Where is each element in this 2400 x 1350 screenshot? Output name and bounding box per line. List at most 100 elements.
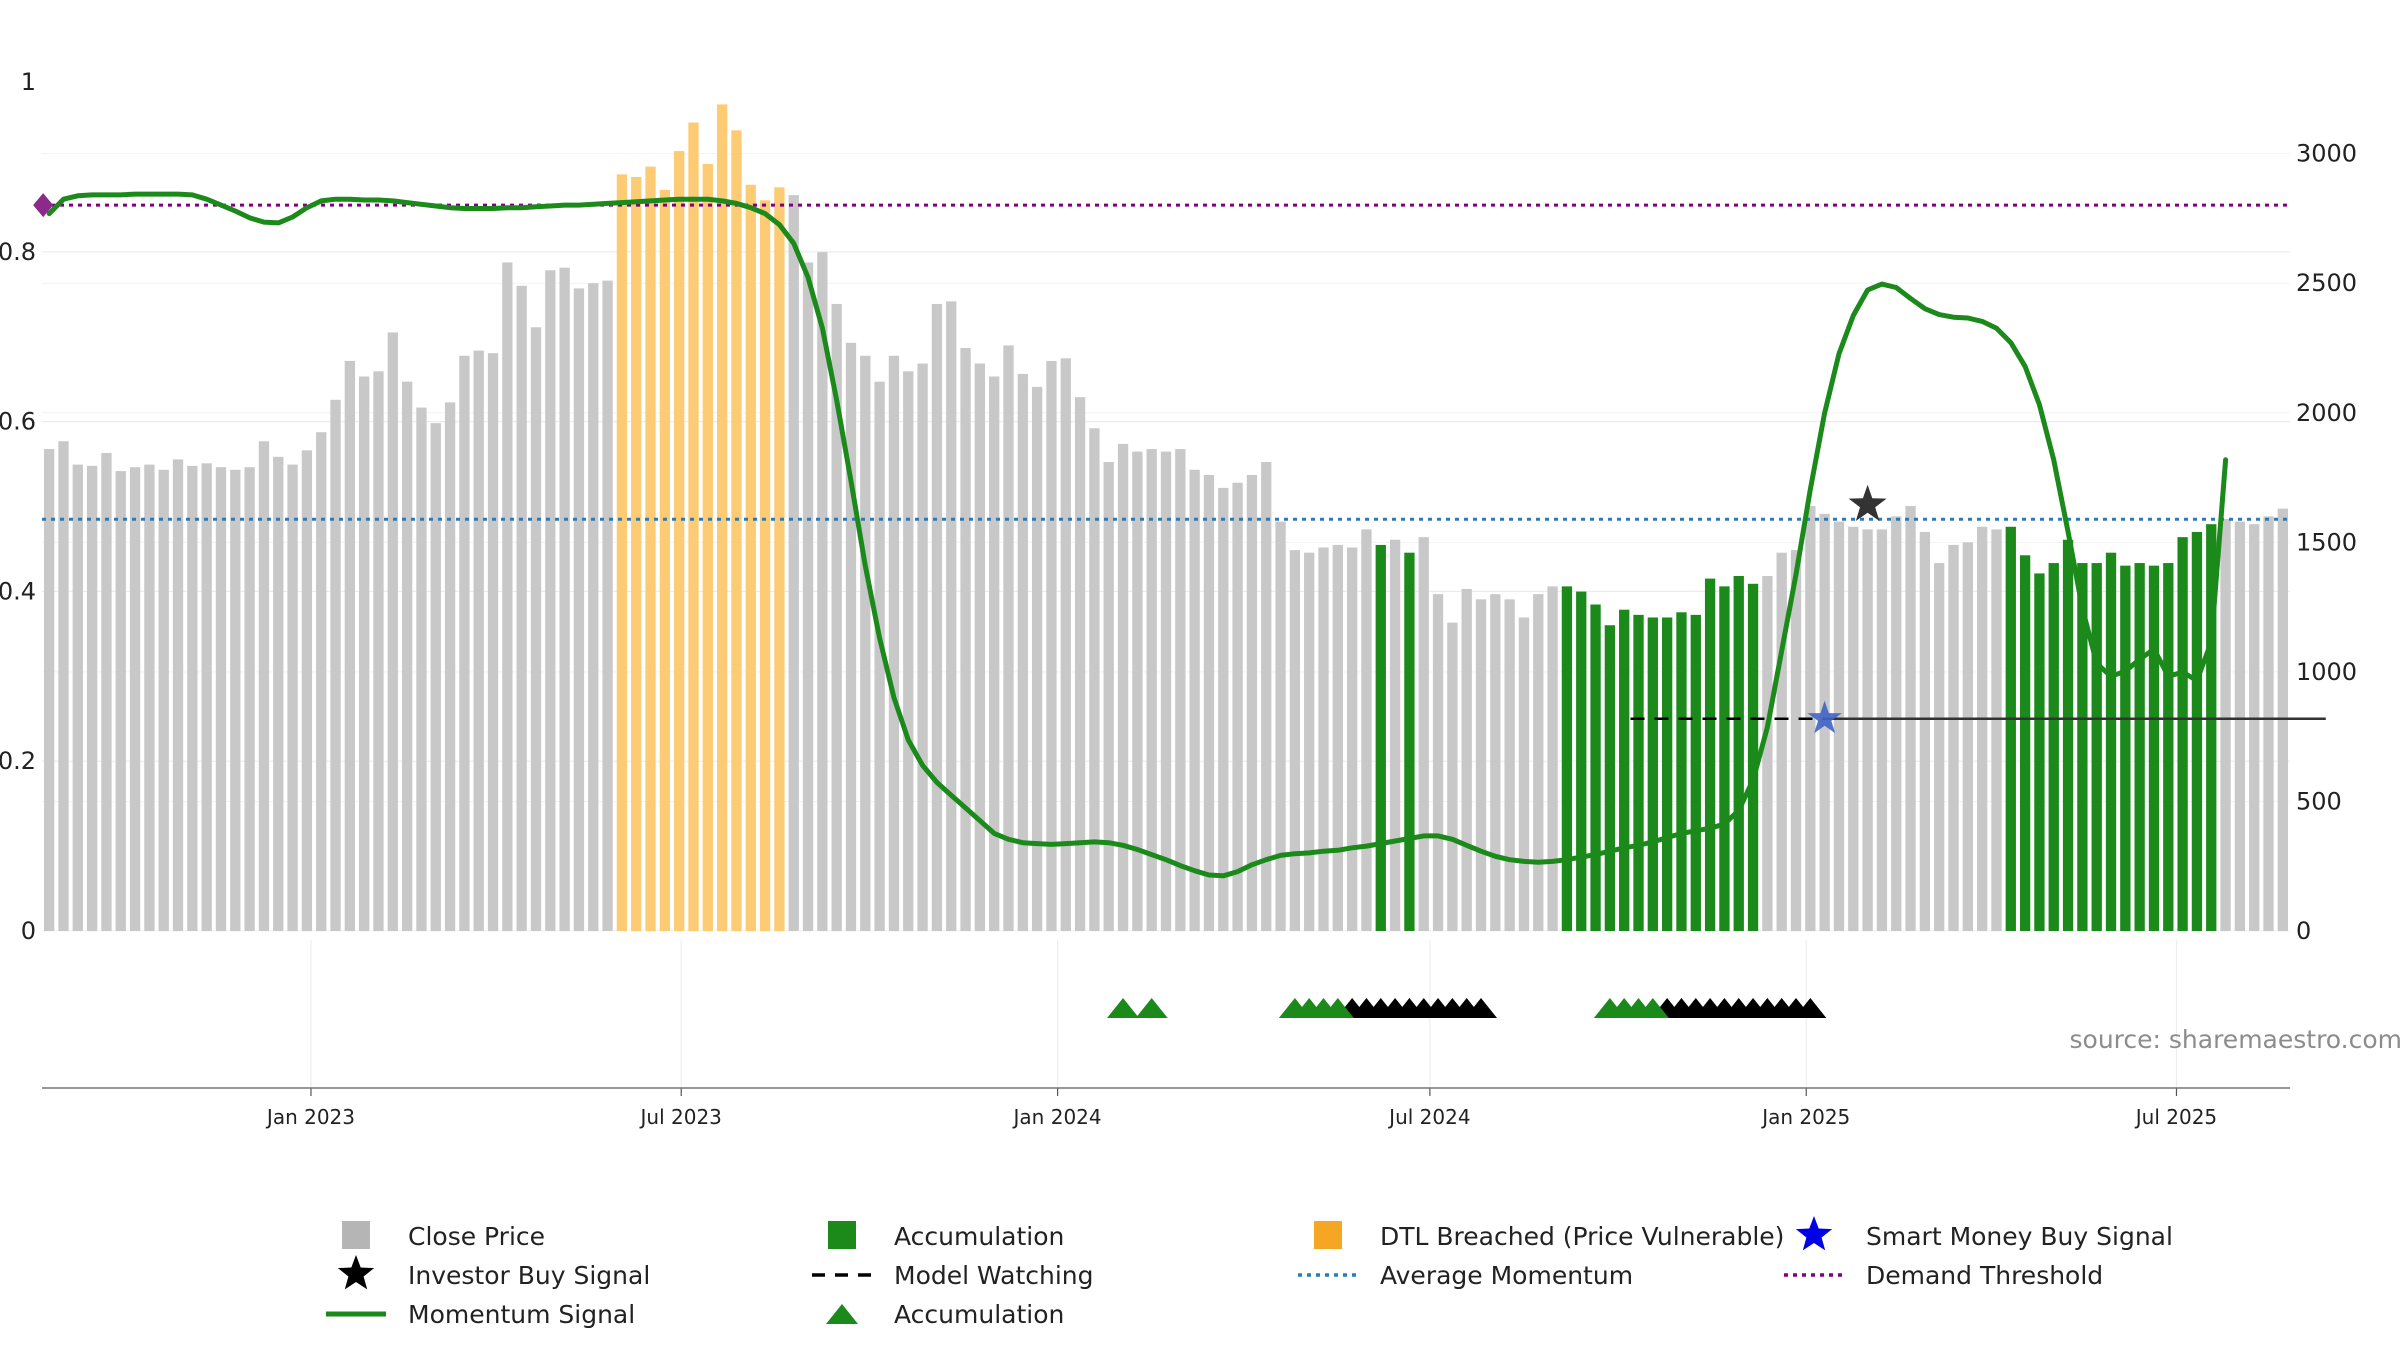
- legend-label: Smart Money Buy Signal: [1866, 1222, 2173, 1251]
- close-price-bar: [917, 363, 928, 931]
- signal-markers: [33, 193, 1887, 1018]
- close-price-bar: [2249, 524, 2260, 931]
- close-price-bar: [144, 464, 155, 931]
- close-price-bar: [2263, 516, 2274, 931]
- dtl-breached-bar: [774, 187, 785, 932]
- accumulation-bar: [1747, 583, 1759, 931]
- close-price-bar: [1289, 550, 1301, 931]
- smart-money-buy-star: [1807, 700, 1842, 734]
- legend-label: Demand Threshold: [1866, 1261, 2103, 1290]
- close-price-bar: [1361, 529, 1372, 931]
- legend: Close Price Accumulation DTL Breached (Pri…: [326, 1216, 2173, 1329]
- close-price-bar: [530, 327, 542, 932]
- legend-label: Accumulation: [894, 1300, 1064, 1329]
- close-price-bar: [201, 463, 212, 931]
- close-price-bar: [946, 301, 957, 931]
- close-price-bar: [1003, 345, 1014, 931]
- close-price-bar: [1117, 443, 1129, 931]
- legend-star-icon: [1795, 1216, 1833, 1251]
- y-left-tick-label: 0: [21, 917, 36, 945]
- accumulation-triangle: [1135, 998, 1168, 1018]
- y-right-tick-label: 500: [2296, 787, 2342, 815]
- accumulation-bar: [2019, 555, 2031, 931]
- close-price-bar: [1275, 521, 1286, 931]
- close-price-bar: [802, 262, 814, 932]
- legend-item: Investor Buy Signal: [337, 1255, 650, 1290]
- close-price-bar: [831, 303, 842, 931]
- close-price-bar: [1891, 516, 1902, 931]
- close-price-bar: [1533, 594, 1544, 931]
- legend-item: Momentum Signal: [326, 1300, 635, 1329]
- close-price-bar: [845, 342, 857, 931]
- investor-buy-star: [1848, 484, 1887, 521]
- close-price-bar: [1991, 529, 2002, 931]
- accumulation-bar: [1733, 576, 1744, 931]
- close-price-bar: [230, 469, 241, 931]
- close-price-bar: [401, 381, 413, 931]
- close-price-bar: [215, 467, 227, 931]
- accumulation-bar: [2062, 539, 2074, 931]
- accumulation-bar: [2191, 531, 2203, 931]
- start-diamond-marker: [33, 193, 54, 218]
- dtl-breached-bar: [631, 176, 642, 931]
- close-price-bar: [1934, 563, 1945, 931]
- legend-swatch: [828, 1221, 856, 1249]
- close-price-bar: [1389, 539, 1401, 931]
- accumulation-bar: [1690, 614, 1701, 931]
- legend-item: Model Watching: [812, 1261, 1094, 1290]
- close-price-bar: [86, 465, 98, 931]
- close-price-bar: [258, 441, 270, 931]
- close-price-bar: [1762, 576, 1773, 931]
- close-price-bar: [1074, 397, 1086, 931]
- close-price-bar: [1447, 622, 1458, 931]
- accumulation-bar: [1375, 544, 1386, 931]
- accumulation-bar: [2134, 563, 2145, 931]
- close-price-bar: [473, 350, 484, 931]
- close-price-bar: [1547, 586, 1558, 931]
- close-price-bar: [1060, 358, 1071, 932]
- y-right-tick-label: 2000: [2296, 399, 2357, 427]
- legend-label: Accumulation: [894, 1222, 1064, 1251]
- close-price-bar: [287, 464, 298, 931]
- close-price-bar: [1776, 552, 1787, 931]
- close-price-bar: [101, 452, 112, 931]
- dtl-breached-bar: [645, 166, 656, 932]
- close-price-bar: [559, 267, 570, 931]
- dtl-breached-bar: [659, 189, 671, 931]
- close-price-bar: [1518, 617, 1530, 931]
- x-tick-label: Jan 2025: [1760, 1105, 1850, 1129]
- close-price-bar: [1103, 461, 1114, 931]
- legend-label: Average Momentum: [1380, 1261, 1633, 1290]
- model-watching-triangle: [1794, 998, 1827, 1018]
- close-price-bar: [1160, 451, 1172, 931]
- dtl-breached-bar: [674, 151, 685, 931]
- close-price-bar: [1346, 547, 1358, 931]
- close-price-bar: [516, 285, 527, 931]
- y-left-tick-label: 0.8: [0, 238, 36, 266]
- y-right-tick-label: 1500: [2296, 528, 2357, 556]
- accumulation-triangle: [1321, 998, 1354, 1018]
- legend-label: Momentum Signal: [408, 1300, 635, 1329]
- close-price-bar: [1031, 386, 1043, 932]
- model-watching-triangle: [1465, 998, 1498, 1018]
- close-price-bar: [359, 376, 370, 931]
- accumulation-bar: [1676, 612, 1687, 931]
- close-price-bar: [1318, 547, 1329, 931]
- accumulation-triangle: [1636, 998, 1669, 1018]
- x-tick-label: Jul 2024: [1387, 1105, 1470, 1129]
- close-price-bar: [1962, 542, 1973, 931]
- legend-swatch: [342, 1221, 370, 1249]
- close-price-bar: [1976, 526, 1988, 931]
- accumulation-bar: [2091, 563, 2102, 931]
- close-price-bar: [330, 399, 341, 931]
- axes: 0 0.2 0.4 0.6 0.8 1 0 500 1000 1500 2000 2500 3000 Ja…: [0, 68, 2357, 1129]
- accumulation-bar: [1661, 617, 1673, 931]
- close-price-bar: [1461, 588, 1472, 931]
- close-price-bar: [1848, 526, 1859, 931]
- y-left-tick-label: 0.4: [0, 577, 36, 605]
- close-price-bar: [1948, 544, 1959, 931]
- y-right-tick-label: 0: [2296, 917, 2311, 945]
- close-price-bar: [989, 376, 1000, 931]
- close-price-bar: [1218, 487, 1229, 931]
